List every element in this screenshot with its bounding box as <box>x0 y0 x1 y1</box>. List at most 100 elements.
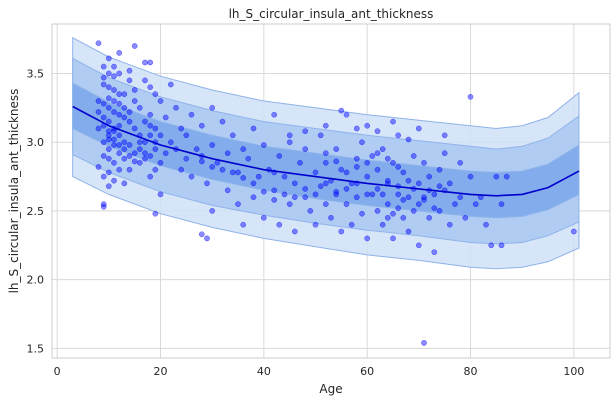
scatter-point <box>116 166 123 173</box>
scatter-point <box>198 158 205 165</box>
scatter-point <box>131 98 138 104</box>
scatter-point <box>157 191 164 198</box>
scatter-point <box>111 177 117 184</box>
scatter-point <box>379 191 386 198</box>
scatter-point <box>116 100 123 107</box>
scatter-point <box>405 177 412 184</box>
scatter-point <box>374 128 381 135</box>
scatter-point <box>302 146 309 152</box>
scatter-point <box>131 150 138 157</box>
scatter-point <box>271 187 278 194</box>
scatter-point <box>240 146 247 152</box>
scatter-point <box>395 132 402 139</box>
scatter-point <box>281 191 288 198</box>
scatter-point <box>188 173 195 180</box>
scatter-point <box>452 201 458 207</box>
scatter-point <box>219 118 226 125</box>
scatter-point <box>462 214 469 221</box>
scatter-point <box>142 59 148 66</box>
scatter-point <box>359 139 365 146</box>
scatter-point <box>338 107 345 114</box>
scatter-point <box>286 201 293 207</box>
scatter-point <box>100 63 107 70</box>
x-tick-labels: 0 20 40 60 80 100 <box>54 365 585 378</box>
scatter-point <box>483 221 489 228</box>
chart-title: lh_S_circular_insula_ant_thickness <box>229 7 434 21</box>
scatter-point <box>390 235 396 242</box>
scatter-point <box>193 146 200 152</box>
scatter-point <box>369 191 376 198</box>
scatter-point <box>493 173 500 180</box>
scatter-point <box>374 208 381 214</box>
scatter-point <box>126 166 133 173</box>
scatter-point <box>100 139 107 146</box>
scatter-point <box>224 150 231 157</box>
scatter-point <box>152 146 159 152</box>
scatter-point <box>240 221 247 228</box>
scatter-point <box>95 164 102 170</box>
scatter-point <box>343 201 350 207</box>
scatter-point <box>255 173 262 180</box>
scatter-point <box>431 191 438 198</box>
y-axis-title: lh_S_circular_insula_ant_thickness <box>7 89 21 294</box>
scatter-point <box>343 169 350 176</box>
scatter-point <box>312 221 319 228</box>
scatter-point <box>364 122 371 129</box>
scatter-point <box>405 194 412 201</box>
scatter-point <box>488 242 495 249</box>
scatter-point <box>364 173 371 180</box>
scatter-point <box>457 194 464 201</box>
scatter-point <box>260 142 267 148</box>
scatter-point <box>131 87 138 93</box>
scatter-point <box>105 132 112 139</box>
scatter-point <box>369 153 376 159</box>
scatter-point <box>405 136 412 143</box>
scatter-point <box>95 40 102 47</box>
scatter-point <box>142 155 148 162</box>
y-tick-labels: 1.5 2.0 2.5 3.0 3.5 <box>27 67 45 355</box>
scatter-point <box>188 111 195 118</box>
scatter-point <box>100 74 107 81</box>
scatter-point <box>147 59 154 66</box>
scatter-point <box>126 67 133 74</box>
scatter-point <box>374 186 381 192</box>
scatter-point <box>105 84 112 91</box>
scatter-point <box>183 155 190 162</box>
scatter-point <box>142 150 148 157</box>
scatter-point <box>302 194 309 201</box>
scatter-point <box>173 104 179 111</box>
scatter-point <box>374 166 381 173</box>
scatter-point <box>219 166 226 173</box>
scatter-point <box>111 109 117 115</box>
scatter-point <box>271 197 278 203</box>
scatter-point <box>307 208 314 214</box>
scatter-point <box>121 139 128 146</box>
scatter-point <box>467 173 474 180</box>
scatter-point <box>436 166 443 173</box>
scatter-point <box>111 159 117 166</box>
scatter-point <box>390 159 396 166</box>
scatter-point <box>95 109 102 115</box>
scatter-point <box>400 214 407 221</box>
scatter-point <box>105 146 112 152</box>
scatter-point <box>431 249 438 256</box>
scatter-point <box>410 153 417 159</box>
scatter-point <box>333 146 340 152</box>
scatter-point <box>229 132 236 139</box>
scatter-point <box>178 125 185 132</box>
scatter-point <box>116 70 123 77</box>
scatter-point <box>105 169 112 176</box>
scatter-point <box>100 100 107 107</box>
x-tick-label: 0 <box>54 365 61 378</box>
scatter-point <box>116 111 123 118</box>
scatter-point <box>116 150 123 157</box>
x-tick-label: 20 <box>154 365 168 378</box>
scatter-point <box>105 155 112 162</box>
scatter-point <box>405 228 412 235</box>
scatter-point <box>364 191 371 198</box>
scatter-point <box>446 221 453 228</box>
scatter-point <box>260 214 267 221</box>
scatter-point <box>250 194 257 201</box>
scatter-point <box>100 153 107 159</box>
y-tick-label: 3.0 <box>27 136 45 149</box>
